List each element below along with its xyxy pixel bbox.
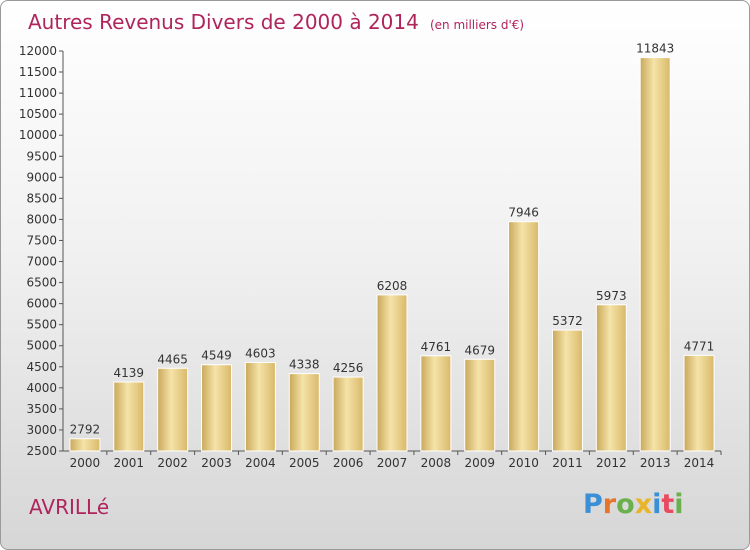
bar-value-label: 6208 bbox=[377, 279, 408, 293]
y-tick-label: 3000 bbox=[26, 423, 57, 437]
x-tick-label: 2008 bbox=[421, 456, 452, 470]
bar bbox=[464, 358, 496, 452]
x-tick-label: 2013 bbox=[640, 456, 671, 470]
bar bbox=[376, 294, 408, 452]
logo-letter: i bbox=[652, 489, 662, 520]
bar bbox=[288, 373, 320, 452]
bar bbox=[157, 367, 189, 452]
logo-letter: o bbox=[616, 489, 635, 520]
y-tick-label: 12000 bbox=[19, 44, 57, 58]
bar bbox=[244, 361, 276, 452]
proxiti-logo[interactable]: Proxiti bbox=[583, 489, 684, 520]
y-tick-label: 11000 bbox=[19, 86, 57, 100]
y-tick-label: 8000 bbox=[26, 212, 57, 226]
y-tick-label: 5000 bbox=[26, 339, 57, 353]
bar bbox=[201, 364, 233, 452]
x-tick-label: 2009 bbox=[464, 456, 495, 470]
bar bbox=[332, 376, 364, 452]
logo-letter: i bbox=[674, 489, 684, 520]
chart-unit-note: (en milliers d'€) bbox=[429, 18, 525, 32]
x-tick-label: 2011 bbox=[552, 456, 583, 470]
x-tick-label: 2007 bbox=[377, 456, 408, 470]
x-tick-label: 2014 bbox=[684, 456, 715, 470]
bar-value-label: 4761 bbox=[421, 340, 452, 354]
y-tick-label: 4000 bbox=[26, 381, 57, 395]
bar bbox=[551, 329, 583, 452]
logo-letter: t bbox=[661, 489, 675, 520]
chart-title: Autres Revenus Divers de 2000 à 2014 (en… bbox=[28, 10, 524, 34]
bar-value-label: 4139 bbox=[114, 366, 145, 380]
bar bbox=[69, 438, 101, 452]
chart-title-main: Autres Revenus Divers de 2000 à 2014 bbox=[28, 10, 419, 34]
bar-value-label: 4338 bbox=[289, 358, 320, 372]
x-tick-label: 2000 bbox=[70, 456, 101, 470]
bar bbox=[113, 381, 145, 452]
bar-value-label: 4603 bbox=[245, 346, 276, 360]
bar-value-label: 4256 bbox=[333, 361, 364, 375]
y-tick-label: 6000 bbox=[26, 297, 57, 311]
y-tick-label: 3500 bbox=[26, 402, 57, 416]
x-tick-label: 2006 bbox=[333, 456, 364, 470]
bar bbox=[420, 355, 452, 452]
bar bbox=[508, 221, 540, 452]
y-tick-label: 9000 bbox=[26, 170, 57, 184]
logo-letter: r bbox=[602, 489, 617, 520]
bar-value-label: 4679 bbox=[464, 343, 495, 357]
x-tick-label: 2004 bbox=[245, 456, 276, 470]
y-tick-label: 10000 bbox=[19, 128, 57, 142]
bar-value-label: 4549 bbox=[201, 349, 232, 363]
bar-value-label: 5372 bbox=[552, 314, 583, 328]
logo-letter: P bbox=[583, 489, 603, 520]
x-tick-label: 2002 bbox=[157, 456, 188, 470]
chart-bars: 2792 4139 4465 4549 4603 4338 4256 6208 4761 4679… bbox=[69, 42, 715, 452]
city-label: AVRILLé bbox=[29, 495, 110, 519]
bar bbox=[639, 57, 671, 452]
y-tick-label: 9500 bbox=[26, 149, 57, 163]
y-tick-label: 6500 bbox=[26, 276, 57, 290]
y-tick-label: 2500 bbox=[26, 444, 57, 458]
logo-letter: x bbox=[634, 489, 653, 520]
bar-value-label: 5973 bbox=[596, 289, 627, 303]
x-tick-label: 2001 bbox=[114, 456, 145, 470]
x-tick-label: 2005 bbox=[289, 456, 320, 470]
bar-value-label: 4771 bbox=[684, 339, 715, 353]
bar-value-label: 2792 bbox=[70, 423, 101, 437]
y-tick-label: 8500 bbox=[26, 191, 57, 205]
y-tick-label: 7000 bbox=[26, 255, 57, 269]
y-tick-label: 7500 bbox=[26, 233, 57, 247]
y-tick-label: 5500 bbox=[26, 318, 57, 332]
bar bbox=[595, 304, 627, 452]
bar-value-label: 4465 bbox=[157, 352, 188, 366]
x-tick-label: 2012 bbox=[596, 456, 627, 470]
x-tick-label: 2003 bbox=[201, 456, 232, 470]
y-tick-label: 4500 bbox=[26, 360, 57, 374]
bar-value-label: 11843 bbox=[636, 42, 674, 56]
bar-value-label: 7946 bbox=[508, 206, 539, 220]
chart-axes: 2500 3000 3500 4000 4500 5000 5500 6000 6500 7000… bbox=[19, 44, 722, 470]
x-tick-label: 2010 bbox=[508, 456, 539, 470]
y-tick-label: 11500 bbox=[19, 65, 57, 79]
y-tick-label: 10500 bbox=[19, 107, 57, 121]
bar bbox=[683, 354, 715, 452]
